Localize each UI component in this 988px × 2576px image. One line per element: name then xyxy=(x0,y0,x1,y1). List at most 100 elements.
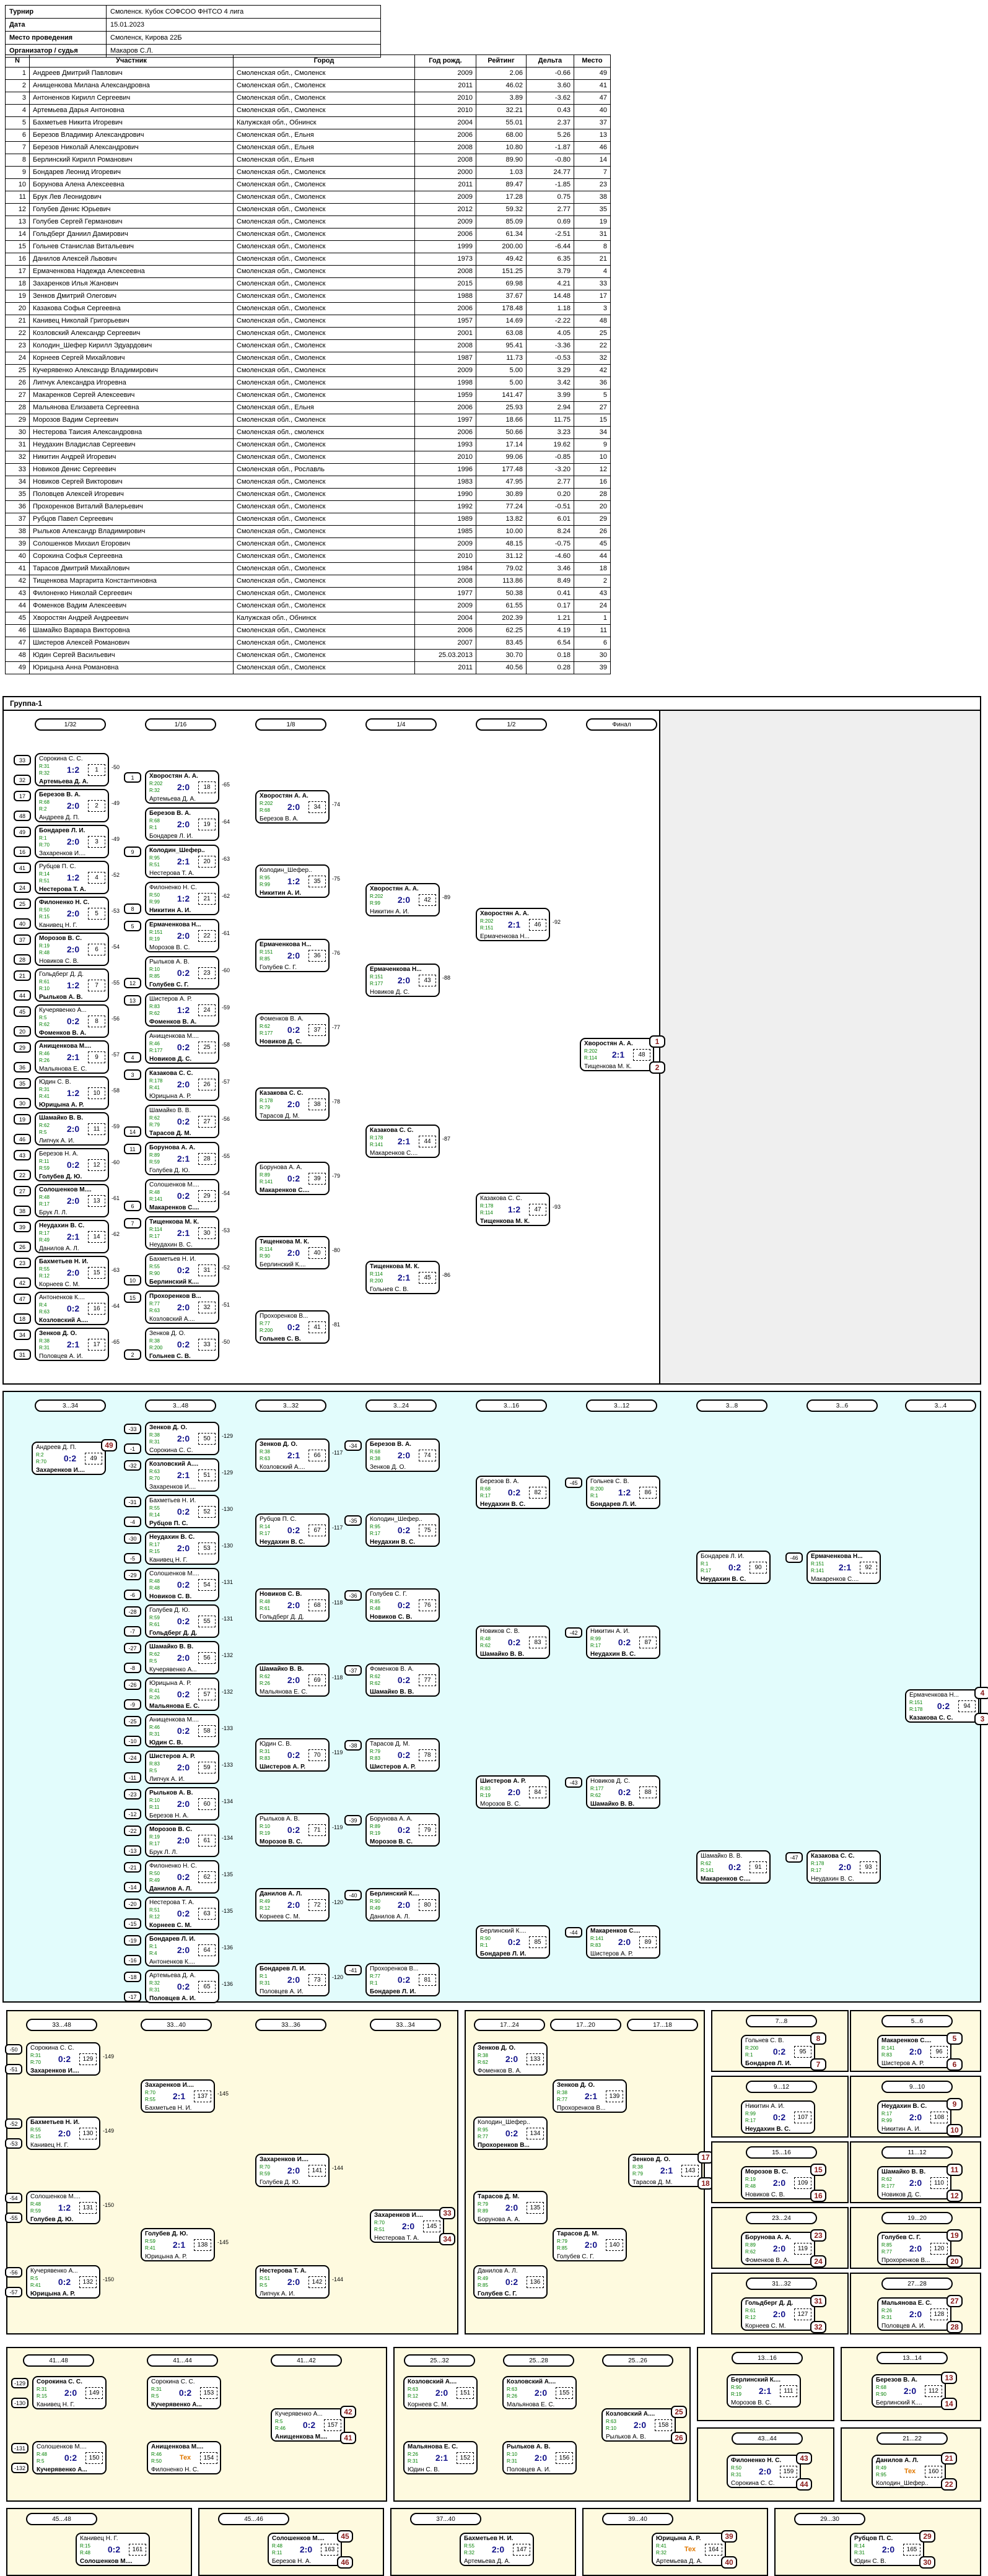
player1-name: Рыльков А. В. xyxy=(149,959,190,965)
participant-cell: Гольнев Станислав Витальевич xyxy=(29,240,234,253)
player1-name: Анищенкова М.... xyxy=(149,1033,199,1040)
match-box: Шистеров А. Р. R:83 R:62 1:2 24 Фоменков В. А… xyxy=(145,993,219,1027)
player2-name: Никитин А. И. xyxy=(370,908,409,915)
loser-dest-label: -80 xyxy=(332,1247,341,1253)
match-number: 26 xyxy=(198,1079,216,1090)
match-middle: R:38 R:31 2:0 50 xyxy=(149,1432,216,1447)
player2-name: Макаренков С.... xyxy=(260,1187,310,1194)
player1-rating: R:50 xyxy=(39,907,50,913)
round-pill: 13...14 xyxy=(877,2352,948,2364)
match-number: 154 xyxy=(200,2452,217,2464)
participant-row: 19 Зенков Дмитрий Олегович Смоленская обл.… xyxy=(5,290,611,303)
match-middle: R:68 R:17 0:2 82 xyxy=(480,1486,546,1501)
match-box: Бахметьев Н. И. R:55 R:14 0:2 52 Рубцов П. С. xyxy=(145,1495,219,1528)
loser-dest-label: -55 xyxy=(111,980,120,986)
participant-cell: Смоленская обл., Смоленск xyxy=(233,240,415,253)
player2-name: Данилов А. Л. xyxy=(39,1245,79,1252)
player1-name: Анищенкова М.... xyxy=(39,1043,92,1050)
match-number: 75 xyxy=(419,1525,436,1536)
participant-cell: Неудахин Владислав Сергеевич xyxy=(29,438,234,451)
loser-dest-label: -63 xyxy=(111,1267,120,1273)
match-score: 0:2 xyxy=(177,1507,190,1516)
match-score: 2:0 xyxy=(66,944,80,954)
match-number: 109 xyxy=(794,2177,811,2189)
player1-rating: R:1 xyxy=(149,1944,157,1949)
player2-name: Юрицына А. Р. xyxy=(30,2291,76,2297)
player1-rating: R:59 xyxy=(149,1615,160,1621)
participant-cell: 17 xyxy=(5,265,30,278)
player1-name: Фоменков В. А. xyxy=(260,1016,304,1022)
seed-box: -51 xyxy=(5,2064,22,2074)
participant-row: 39 Солошенков Михаил Егорович Смоленская о… xyxy=(5,537,611,550)
seed-box: 5 xyxy=(124,921,141,931)
participant-cell: Смоленская обл., Смоленск xyxy=(233,550,415,563)
match-score: 2:0 xyxy=(909,2309,922,2319)
participant-cell: 3.99 xyxy=(526,389,574,402)
player1-name: Морозов В. С. xyxy=(39,935,82,942)
match-box: Данилов А. Л. R:49 R:95 Тех 160 Колодин_Шефер… xyxy=(872,2455,946,2488)
player1-name: Березов В. А. xyxy=(370,1441,411,1448)
player2-rating: R:95 xyxy=(876,2472,886,2478)
player1-rating: R:5 xyxy=(39,1015,47,1020)
participant-row: 49 Юрицына Анна Романовна Смоленская обл.,… xyxy=(5,661,611,674)
participant-cell: 2006 xyxy=(414,401,476,414)
match-box: Голубев С. Г. R:85 R:48 0:2 76 Новиков С. В. xyxy=(365,1588,440,1622)
participant-cell: 11.73 xyxy=(476,352,527,365)
player1-name: Сорокина С. С. xyxy=(30,2045,74,2052)
match-middle: R:19 R:48 2:0 6 xyxy=(39,942,105,958)
player1-rating: R:19 xyxy=(745,2177,756,2182)
player1-rating: R:31 xyxy=(39,764,50,769)
participant-cell: Шамайко Варвара Викторовна xyxy=(29,624,234,637)
match-middle: R:61 R:12 2:0 127 xyxy=(745,2307,811,2323)
match-middle: R:178 R:114 1:2 47 xyxy=(480,1203,546,1218)
participant-cell: 69.98 xyxy=(476,277,527,290)
participant-cell: 6.35 xyxy=(526,253,574,266)
match-box: Сорокина С. С. R:31 R:32 1:2 1 Артемьева Д. А… xyxy=(35,753,109,786)
player1-rating: R:62 xyxy=(701,1861,711,1866)
match-score: 2:1 xyxy=(66,1052,80,1062)
player1-rating: R:68 xyxy=(39,799,50,805)
participant-cell: 22 xyxy=(5,327,30,340)
participants-table: N Участник Город Год рожд. Рейтинг Дельт… xyxy=(5,54,611,674)
seed-box: 13 xyxy=(124,995,141,1006)
participant-cell: 50.66 xyxy=(476,426,527,439)
match-number: 160 xyxy=(925,2466,942,2478)
player1-name: Сорокина С. С. xyxy=(37,2378,82,2385)
seed-box: -43 xyxy=(565,1777,582,1788)
match-box: Филоненко Н. С. R:50 R:15 2:0 5 Канивец Н. Г. xyxy=(35,897,109,930)
match-number: 23 xyxy=(198,967,216,979)
player2-name: Новиков С. В. xyxy=(39,958,79,965)
player1-name: Анищенкова М.... xyxy=(149,1717,199,1723)
seed-box: 21 xyxy=(14,970,31,981)
participant-cell: 49 xyxy=(574,67,611,80)
player1-rating: R:63 xyxy=(606,2419,616,2424)
player2-name: Бондарев Л. И. xyxy=(745,2060,792,2067)
seed-box: -18 xyxy=(124,1972,141,1982)
seed-box: 25 xyxy=(14,899,31,909)
match-number: 46 xyxy=(529,919,546,931)
player2-name: Тарасов Д. М. xyxy=(149,1130,191,1137)
participant-cell: -1.87 xyxy=(526,141,574,154)
bracket-section-places-41-48: 41...48 41...44 41...42 Сорокина С. С. R:31 R… xyxy=(6,2347,387,2502)
player2-rating: R:55 xyxy=(145,2097,155,2102)
seed-box: -13 xyxy=(124,1845,141,1856)
place-badge: 3 xyxy=(974,1713,988,1725)
player2-name: Гольнев С. В. xyxy=(260,1336,301,1342)
player1-rating: R:79 xyxy=(478,2201,488,2207)
match-number: 86 xyxy=(639,1487,657,1499)
loser-dest-label: -49 xyxy=(111,800,120,806)
player2-rating: R:11 xyxy=(272,2550,282,2556)
bracket-section-places-9-12: 9...12 Никитин А. И. R:99 R:17 0:2 107 Неудахи… xyxy=(711,2076,849,2138)
player1-name: Бондарев Л. И. xyxy=(149,1936,196,1943)
participant-cell: 1987 xyxy=(414,352,476,365)
participant-cell: 0.43 xyxy=(526,104,574,117)
player1-rating: R:83 xyxy=(149,1004,160,1009)
match-middle: R:48 R:48 0:2 54 xyxy=(149,1578,216,1593)
player2-name: Берлинский К.... xyxy=(876,2400,922,2406)
round-pill: 3...4 xyxy=(905,1399,976,1412)
match-score: 2:0 xyxy=(177,1434,190,1443)
participant-cell: 24 xyxy=(5,352,30,365)
match-middle: R:26 R:31 2:1 152 xyxy=(408,2451,474,2466)
player2-rating: R:62 xyxy=(480,1643,491,1648)
participant-cell: Мальянова Елизавета Сергеевна xyxy=(29,401,234,414)
